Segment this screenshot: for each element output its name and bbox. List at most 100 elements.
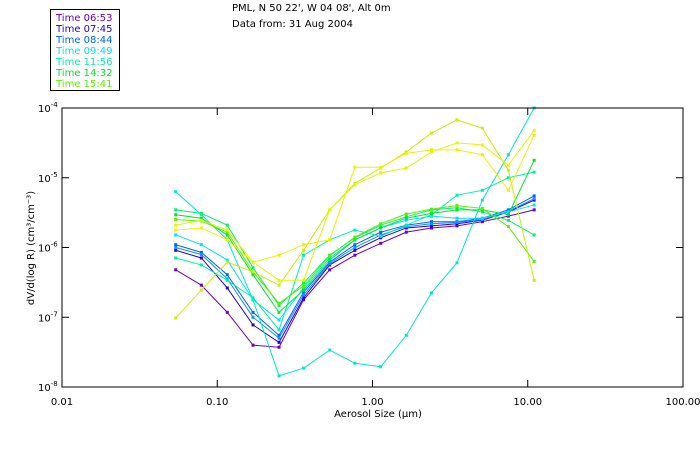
data-point	[430, 207, 434, 211]
data-point	[404, 230, 408, 234]
data-point	[455, 261, 459, 265]
data-point	[532, 208, 536, 212]
data-point	[225, 260, 229, 264]
data-point	[353, 165, 357, 169]
legend-item: Time 07:45	[56, 24, 113, 35]
x-axis-label: Aerosol Size (μm)	[334, 409, 422, 420]
data-point	[328, 256, 332, 260]
legend-item: Time 11:56	[56, 57, 113, 68]
data-point	[404, 223, 408, 227]
data-point	[532, 278, 536, 282]
data-point	[199, 211, 203, 215]
data-point	[455, 193, 459, 197]
data-point	[480, 153, 484, 157]
data-point	[251, 315, 255, 319]
data-point	[277, 374, 281, 378]
data-point	[277, 301, 281, 305]
series-line	[175, 199, 535, 344]
data-point	[199, 243, 203, 247]
data-point	[506, 210, 510, 214]
data-point	[455, 118, 459, 122]
y-tick-label: 10-6	[38, 241, 58, 255]
data-point	[174, 223, 178, 227]
data-point	[404, 166, 408, 170]
series-14:32	[174, 158, 536, 314]
data-point	[455, 206, 459, 210]
data-point	[506, 188, 510, 192]
data-point	[174, 233, 178, 237]
data-point	[277, 278, 281, 282]
data-point	[302, 248, 306, 252]
data-point	[379, 230, 383, 234]
data-point	[353, 246, 357, 249]
data-point	[225, 230, 229, 234]
data-point	[328, 262, 332, 266]
data-point	[277, 336, 281, 340]
data-point	[455, 141, 459, 145]
data-point	[430, 131, 434, 135]
data-point	[404, 216, 408, 220]
data-point	[174, 190, 178, 194]
data-point	[174, 268, 178, 272]
series-09:49b	[174, 106, 536, 378]
data-point	[379, 171, 383, 175]
data-point	[480, 216, 484, 220]
data-point	[379, 365, 383, 369]
data-point	[379, 165, 383, 169]
data-point	[251, 323, 255, 327]
data-point	[251, 343, 255, 347]
data-point	[199, 288, 203, 292]
data-point	[277, 253, 281, 257]
data-point	[353, 253, 357, 257]
data-point	[430, 148, 434, 152]
data-point	[480, 143, 484, 147]
data-point	[404, 212, 408, 216]
y-axis-label: dV/d(log R) (cm³/cm⁻³)	[26, 191, 37, 305]
data-point	[430, 224, 434, 228]
data-point	[353, 183, 357, 187]
data-point	[251, 260, 255, 264]
legend-item: Time 09:49	[56, 46, 113, 57]
series-15:41	[174, 204, 536, 305]
data-point	[225, 310, 229, 314]
data-point	[455, 220, 459, 224]
data-point	[404, 218, 408, 222]
data-point	[328, 348, 332, 352]
data-point	[251, 273, 255, 277]
data-point	[480, 188, 484, 192]
data-point	[174, 208, 178, 212]
data-point	[430, 150, 434, 154]
data-point	[277, 303, 281, 307]
data-point	[328, 258, 332, 262]
data-point	[328, 268, 332, 272]
data-point	[302, 284, 306, 288]
data-point	[532, 133, 536, 137]
data-point	[251, 266, 255, 270]
data-point	[532, 259, 536, 263]
x-tick-label: 10.00	[513, 397, 542, 408]
data-point	[353, 235, 357, 239]
data-point	[506, 225, 510, 229]
data-point	[532, 194, 536, 198]
legend-item: Time 06:53	[56, 13, 113, 24]
data-point	[251, 298, 255, 302]
data-point	[225, 233, 229, 237]
data-point	[506, 163, 510, 167]
y-tick-label: 10-7	[38, 310, 58, 324]
data-point	[379, 241, 383, 245]
data-point	[302, 298, 306, 302]
data-point	[199, 256, 203, 260]
data-point	[302, 253, 306, 257]
data-point	[251, 270, 255, 274]
legend-item: Time 14:32	[56, 68, 113, 79]
data-point	[277, 328, 281, 332]
data-point	[430, 220, 434, 224]
y-tick-label: 10-5	[38, 171, 58, 185]
data-point	[225, 258, 229, 262]
data-point	[353, 228, 357, 232]
data-point	[277, 283, 281, 287]
series-line	[175, 198, 535, 339]
data-point	[404, 333, 408, 337]
data-point	[225, 286, 229, 290]
